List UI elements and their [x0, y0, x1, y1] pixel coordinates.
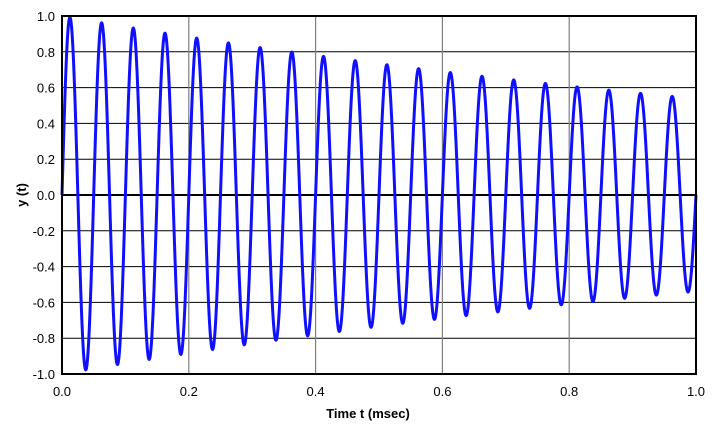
y-tick-label: -0.8: [33, 331, 55, 346]
y-axis-ticks: 1.0 0.8 0.6 0.4 0.2 0.0 -0.2 -0.4 -0.6 -0.8 -1.0: [33, 9, 55, 382]
series-line: [60, 15, 698, 372]
y-tick-label: -0.2: [33, 224, 55, 239]
y-tick-label: 0.8: [37, 45, 55, 60]
y-tick-label: 0.6: [37, 81, 55, 96]
plot-frame: [61, 15, 697, 375]
data-series: [60, 15, 698, 372]
y-tick-label: -0.6: [33, 295, 55, 310]
x-tick-label: 0.4: [307, 384, 325, 399]
y-tick-label: 0.2: [37, 152, 55, 167]
x-tick-label: 0.2: [180, 384, 198, 399]
x-tick-label: 0.0: [53, 384, 71, 399]
x-axis-ticks: 0.0 0.2 0.4 0.6 0.8 1.0: [53, 384, 705, 399]
y-tick-label: -1.0: [33, 367, 55, 382]
y-tick-label: -0.4: [33, 260, 55, 275]
x-tick-label: 1.0: [687, 384, 705, 399]
y-tick-label: 1.0: [37, 9, 55, 24]
y-tick-label: 0.0: [37, 188, 55, 203]
x-tick-label: 0.8: [560, 384, 578, 399]
x-axis-label: Time t (msec): [326, 406, 410, 421]
y-axis-label: y (t): [14, 183, 29, 207]
x-tick-label: 0.6: [433, 384, 451, 399]
y-tick-label: 0.4: [37, 116, 55, 131]
